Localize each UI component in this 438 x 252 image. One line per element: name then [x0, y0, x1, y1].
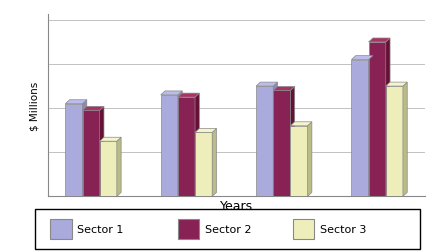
- Polygon shape: [256, 83, 278, 87]
- Polygon shape: [100, 142, 117, 197]
- Polygon shape: [273, 87, 295, 91]
- Polygon shape: [273, 83, 278, 197]
- Polygon shape: [290, 87, 295, 197]
- Polygon shape: [178, 94, 199, 98]
- FancyBboxPatch shape: [35, 209, 420, 249]
- Polygon shape: [100, 107, 104, 197]
- Polygon shape: [386, 87, 403, 197]
- Polygon shape: [273, 91, 290, 197]
- Polygon shape: [290, 126, 307, 197]
- Polygon shape: [178, 98, 195, 197]
- Bar: [178, 219, 199, 239]
- Polygon shape: [351, 56, 373, 60]
- Polygon shape: [195, 133, 212, 197]
- Polygon shape: [65, 104, 82, 197]
- Polygon shape: [195, 129, 216, 133]
- Text: Sector 3: Sector 3: [320, 224, 367, 234]
- Polygon shape: [369, 39, 390, 43]
- Polygon shape: [403, 83, 407, 197]
- Polygon shape: [161, 91, 182, 96]
- Polygon shape: [195, 94, 199, 197]
- Polygon shape: [82, 107, 104, 111]
- Polygon shape: [100, 138, 121, 142]
- Polygon shape: [82, 100, 87, 197]
- Polygon shape: [256, 87, 273, 197]
- Bar: [50, 219, 72, 239]
- Polygon shape: [161, 96, 178, 197]
- Polygon shape: [65, 100, 87, 104]
- Polygon shape: [117, 138, 121, 197]
- Polygon shape: [290, 122, 312, 126]
- Text: Sector 2: Sector 2: [205, 224, 251, 234]
- Text: Sector 1: Sector 1: [78, 224, 124, 234]
- Polygon shape: [369, 43, 386, 197]
- Polygon shape: [386, 39, 390, 197]
- Polygon shape: [178, 91, 182, 197]
- X-axis label: Years: Years: [220, 199, 253, 212]
- Bar: [293, 219, 314, 239]
- Polygon shape: [212, 129, 216, 197]
- Polygon shape: [369, 56, 373, 197]
- Y-axis label: $ Millions: $ Millions: [29, 81, 39, 130]
- Polygon shape: [351, 60, 369, 197]
- Polygon shape: [386, 83, 407, 87]
- Polygon shape: [82, 111, 100, 197]
- Polygon shape: [307, 122, 312, 197]
